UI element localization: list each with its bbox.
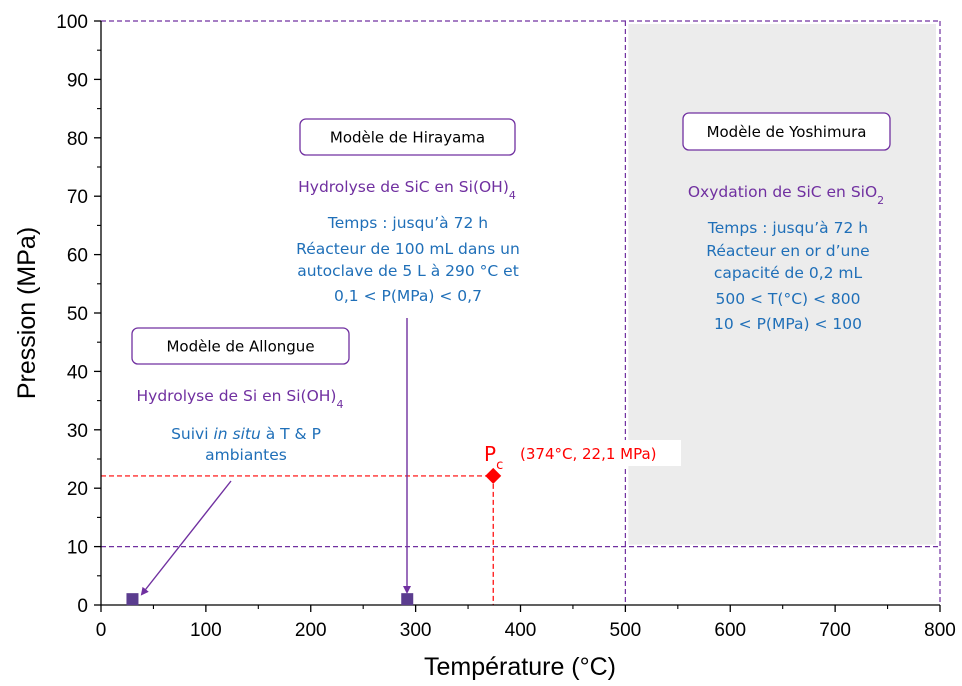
allongue-title: Modèle de Allongue — [166, 338, 314, 356]
x-tick-label: 600 — [714, 620, 746, 641]
hirayama-reaction: Hydrolyse de SiC en Si(OH)4 — [298, 178, 516, 202]
allongue-condition-line-1: Suivi in situ à T & P — [171, 425, 321, 443]
yoshimura-reaction: Oxydation de SiC en SiO2 — [688, 183, 884, 207]
yoshimura-lines-line: Temps : jusqu’à 72 h — [707, 219, 868, 237]
x-tick-label: 400 — [505, 620, 537, 641]
allongue-title-box — [131, 327, 350, 365]
data-point-square — [126, 593, 139, 606]
yoshimura-lines-line: 500 < T(°C) < 800 — [716, 290, 861, 308]
x-tick-label: 100 — [190, 620, 222, 641]
x-tick-label: 800 — [924, 620, 956, 641]
yoshimura-shaded-region — [628, 24, 936, 545]
hirayama-conditions: Temps : jusqu’à 72 h Réacteur de 100 mL d… — [296, 214, 520, 305]
pc-coords: (374°C, 22,1 MPa) — [520, 445, 657, 463]
yoshimura-conditions: Temps : jusqu’à 72 h Réacteur en or d’une… — [706, 219, 869, 333]
y-tick-label: 60 — [67, 246, 88, 267]
y-axis-ticks: 0 10 20 30 40 50 60 70 80 90 100 — [56, 12, 101, 617]
hirayama-title: Modèle de Hirayama — [330, 129, 485, 147]
yoshimura-lines-line: Réacteur en or d’une — [706, 242, 869, 260]
allongue-condition-line-2: ambiantes — [205, 446, 287, 464]
y-tick-label: 10 — [67, 538, 88, 559]
data-points — [126, 467, 502, 606]
y-tick-label: 40 — [67, 362, 88, 383]
critical-point-marker — [485, 467, 502, 484]
pc-coords-background — [514, 440, 681, 466]
allongue-reaction: Hydrolyse de Si en Si(OH)4 — [137, 387, 344, 411]
critical-point-label: Pc (374°C, 22,1 MPa) — [484, 440, 681, 473]
yoshimura-annotation: Modèle de Yoshimura Oxydation de SiC en … — [682, 112, 891, 333]
x-tick-label: 0 — [96, 620, 107, 641]
hirayama-lines-line: 0,1 < P(MPa) < 0,7 — [334, 287, 482, 305]
hirayama-title-box — [299, 118, 516, 156]
x-tick-label: 700 — [819, 620, 851, 641]
y-tick-label: 20 — [67, 479, 88, 500]
x-tick-label: 300 — [400, 620, 432, 641]
x-tick-label: 500 — [610, 620, 642, 641]
allongue-arrow — [140, 480, 232, 596]
hirayama-lines-line: autoclave de 5 L à 290 °C et — [297, 262, 519, 280]
hirayama-lines-line: Temps : jusqu’à 72 h — [327, 214, 488, 232]
x-axis-title: Température (°C) — [424, 653, 616, 681]
hirayama-annotation: Modèle de Hirayama Hydrolyse de SiC en S… — [296, 118, 520, 305]
y-tick-label: 80 — [67, 129, 88, 150]
y-tick-label: 50 — [67, 304, 88, 325]
y-tick-label: 70 — [67, 187, 88, 208]
yoshimura-lines-line: 10 < P(MPa) < 100 — [714, 315, 862, 333]
reference-lines — [101, 20, 941, 605]
pc-symbol: Pc — [484, 442, 503, 473]
y-tick-label: 30 — [67, 421, 88, 442]
yoshimura-title: Modèle de Yoshimura — [707, 123, 867, 141]
allongue-annotation: Modèle de Allongue Hydrolyse de Si en Si… — [131, 327, 350, 464]
y-tick-label: 90 — [67, 70, 88, 91]
hirayama-lines-line: Réacteur de 100 mL dans un — [296, 240, 520, 258]
yoshimura-lines-line: capacité de 0,2 mL — [714, 264, 863, 282]
x-tick-label: 200 — [295, 620, 327, 641]
yoshimura-title-box — [682, 112, 891, 151]
y-tick-label: 0 — [77, 596, 88, 617]
y-tick-label: 100 — [56, 12, 88, 33]
x-axis-ticks: 0 100 200 300 400 500 600 700 800 — [96, 605, 956, 641]
y-axis-title: Pression (MPa) — [13, 227, 41, 399]
data-point-square — [401, 593, 414, 606]
